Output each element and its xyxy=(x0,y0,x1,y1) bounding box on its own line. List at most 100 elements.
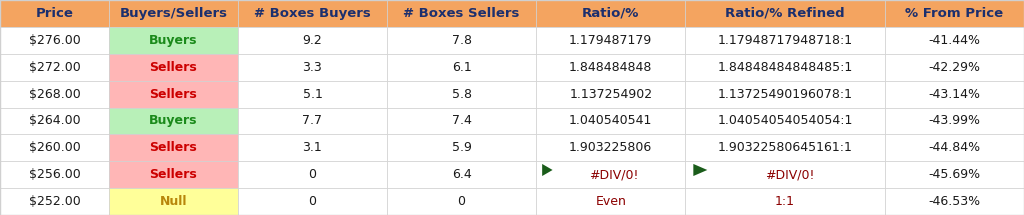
Bar xyxy=(238,161,387,188)
Bar xyxy=(109,161,238,188)
Text: Ratio/% Refined: Ratio/% Refined xyxy=(725,7,845,20)
Bar xyxy=(238,54,387,81)
Text: 6.1: 6.1 xyxy=(452,61,471,74)
Bar xyxy=(537,81,685,108)
Text: $272.00: $272.00 xyxy=(29,61,80,74)
Bar xyxy=(685,81,885,108)
Text: 1.848484848: 1.848484848 xyxy=(569,61,652,74)
Text: # Boxes Buyers: # Boxes Buyers xyxy=(254,7,371,20)
Bar xyxy=(537,0,685,27)
Text: Even: Even xyxy=(595,195,627,208)
Bar xyxy=(685,108,885,134)
Bar xyxy=(387,134,537,161)
Bar xyxy=(537,108,685,134)
Bar xyxy=(238,134,387,161)
Bar xyxy=(109,54,238,81)
Text: 1.04054054054054:1: 1.04054054054054:1 xyxy=(718,114,853,127)
Bar xyxy=(885,188,1024,215)
Text: 7.4: 7.4 xyxy=(452,114,471,127)
Bar xyxy=(0,188,109,215)
Bar xyxy=(685,134,885,161)
Bar xyxy=(387,108,537,134)
Text: 0: 0 xyxy=(458,195,466,208)
Text: 1.903225806: 1.903225806 xyxy=(569,141,652,154)
Text: 3.1: 3.1 xyxy=(302,141,323,154)
Bar xyxy=(109,108,238,134)
Text: 0: 0 xyxy=(308,168,316,181)
Bar xyxy=(238,81,387,108)
Text: 1.84848484848485:1: 1.84848484848485:1 xyxy=(718,61,853,74)
Text: 9.2: 9.2 xyxy=(302,34,323,47)
Bar xyxy=(238,27,387,54)
Bar xyxy=(685,0,885,27)
Bar xyxy=(0,134,109,161)
Text: -42.29%: -42.29% xyxy=(929,61,980,74)
Bar xyxy=(685,54,885,81)
Text: 5.8: 5.8 xyxy=(452,88,472,101)
Bar xyxy=(109,0,238,27)
Text: 6.4: 6.4 xyxy=(452,168,471,181)
Text: Sellers: Sellers xyxy=(150,168,198,181)
Text: -45.69%: -45.69% xyxy=(929,168,981,181)
Text: # Boxes Sellers: # Boxes Sellers xyxy=(403,7,520,20)
Bar xyxy=(238,0,387,27)
Bar xyxy=(885,161,1024,188)
Bar xyxy=(0,54,109,81)
Text: Buyers: Buyers xyxy=(150,114,198,127)
Text: #DIV/0!: #DIV/0! xyxy=(765,168,814,181)
Text: Ratio/%: Ratio/% xyxy=(582,7,639,20)
Text: 7.8: 7.8 xyxy=(452,34,472,47)
Text: 1.179487179: 1.179487179 xyxy=(569,34,652,47)
Bar xyxy=(387,0,537,27)
Bar xyxy=(537,54,685,81)
Text: -44.84%: -44.84% xyxy=(929,141,981,154)
Text: Buyers: Buyers xyxy=(150,34,198,47)
Bar xyxy=(0,0,109,27)
Bar xyxy=(885,134,1024,161)
Bar xyxy=(238,188,387,215)
Bar xyxy=(0,81,109,108)
Text: #DIV/0!: #DIV/0! xyxy=(589,168,639,181)
Bar xyxy=(537,188,685,215)
Text: $252.00: $252.00 xyxy=(29,195,80,208)
Bar xyxy=(537,27,685,54)
Text: -46.53%: -46.53% xyxy=(929,195,981,208)
Bar xyxy=(387,27,537,54)
Text: 5.9: 5.9 xyxy=(452,141,471,154)
Bar xyxy=(387,188,537,215)
Text: Null: Null xyxy=(160,195,187,208)
Text: Sellers: Sellers xyxy=(150,88,198,101)
Text: $260.00: $260.00 xyxy=(29,141,80,154)
Polygon shape xyxy=(542,164,553,176)
Text: -43.14%: -43.14% xyxy=(929,88,980,101)
Bar xyxy=(0,108,109,134)
Bar xyxy=(109,81,238,108)
Text: 0: 0 xyxy=(308,195,316,208)
Text: 1.137254902: 1.137254902 xyxy=(569,88,652,101)
Bar xyxy=(685,188,885,215)
Polygon shape xyxy=(693,164,708,176)
Bar xyxy=(387,54,537,81)
Text: $276.00: $276.00 xyxy=(29,34,80,47)
Bar xyxy=(109,188,238,215)
Bar xyxy=(238,108,387,134)
Bar xyxy=(387,81,537,108)
Bar xyxy=(0,27,109,54)
Text: 1.13725490196078:1: 1.13725490196078:1 xyxy=(718,88,853,101)
Text: 7.7: 7.7 xyxy=(302,114,323,127)
Text: 3.3: 3.3 xyxy=(302,61,323,74)
Text: Buyers/Sellers: Buyers/Sellers xyxy=(120,7,227,20)
Bar xyxy=(109,27,238,54)
Text: -43.99%: -43.99% xyxy=(929,114,980,127)
Text: $264.00: $264.00 xyxy=(29,114,80,127)
Bar xyxy=(537,134,685,161)
Text: % From Price: % From Price xyxy=(905,7,1004,20)
Bar xyxy=(685,161,885,188)
Text: Price: Price xyxy=(36,7,74,20)
Bar xyxy=(885,54,1024,81)
Text: $268.00: $268.00 xyxy=(29,88,80,101)
Text: 1.90322580645161:1: 1.90322580645161:1 xyxy=(718,141,853,154)
Bar xyxy=(885,0,1024,27)
Bar xyxy=(885,108,1024,134)
Bar xyxy=(387,161,537,188)
